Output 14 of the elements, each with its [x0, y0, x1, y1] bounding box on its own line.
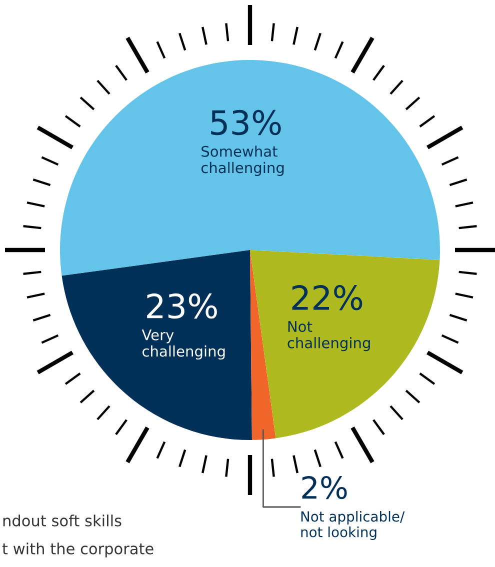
- data-label: 22%: [292, 285, 362, 310]
- data-label: 2%: [302, 476, 347, 500]
- data-label: 53%: [211, 110, 281, 136]
- text: t with the corporate: [2, 542, 154, 558]
- slice-label: Not applicable/ not looking: [301, 511, 405, 540]
- pie-slice: [250, 250, 276, 440]
- slice-label: Very challenging: [142, 330, 225, 360]
- data-label: 23%: [147, 293, 217, 319]
- pie-slice: [60, 60, 440, 276]
- slice-label: Somewhat challenging: [201, 146, 284, 176]
- slice-label: Not challenging: [288, 321, 370, 352]
- pie-slice: [250, 250, 440, 438]
- pie-slice: [62, 250, 252, 440]
- text: ndout soft skills: [3, 514, 122, 526]
